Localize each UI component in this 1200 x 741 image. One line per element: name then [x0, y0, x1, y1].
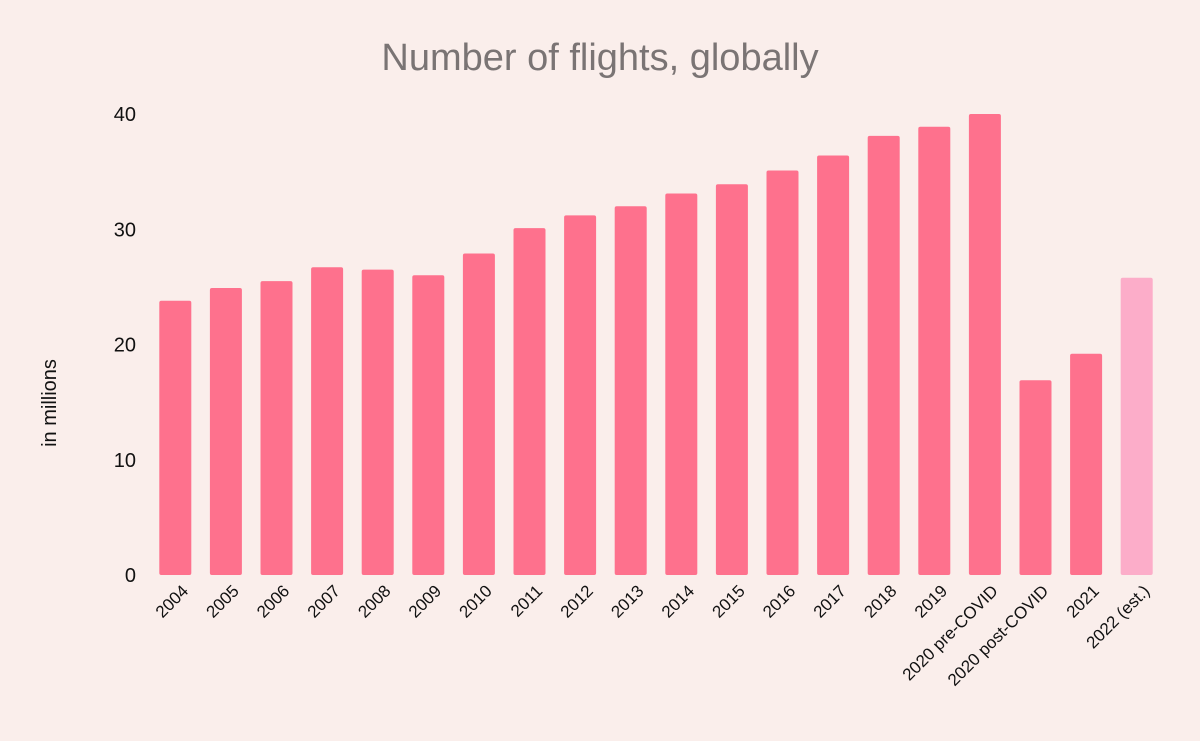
bar-2018	[867, 135, 900, 575]
bar-2008	[361, 269, 394, 575]
bar-2017	[817, 155, 850, 575]
bar-2019	[918, 126, 951, 575]
bar-2005	[209, 288, 242, 575]
bar-2004	[159, 300, 192, 575]
bar-2021	[1070, 353, 1103, 575]
x-tick-label: 2009	[405, 581, 445, 621]
x-tick-label: 2006	[253, 581, 293, 621]
x-tick-label: 2008	[354, 581, 394, 621]
y-tick-label: 20	[114, 335, 136, 357]
bar-2006	[260, 281, 293, 575]
chart-title: Number of flights, globally	[381, 37, 818, 79]
x-tick-label: 2014	[658, 581, 698, 621]
x-tick-label: 2010	[456, 581, 496, 621]
bar-2011	[513, 228, 546, 575]
bar-2007	[311, 267, 344, 575]
x-tick-label: 2021	[1063, 581, 1103, 621]
bar-2012	[564, 215, 597, 575]
bar-2010	[462, 253, 495, 575]
x-tick-label: 2018	[860, 581, 900, 621]
x-tick-label: 2015	[709, 581, 749, 621]
x-tick-label: 2016	[759, 581, 799, 621]
x-tick-label: 2011	[507, 581, 546, 620]
y-tick-label: 40	[114, 104, 136, 126]
x-tick-label: 2012	[557, 581, 597, 621]
bars-group	[159, 114, 1153, 576]
bar-2015	[715, 184, 748, 576]
bar-2020-post-covid	[1019, 380, 1052, 575]
x-axis-ticks: 2004 2005 2006 2007 2008 2009 2010 2011 2012 2013…	[152, 581, 1154, 689]
x-tick-label: 2004	[152, 581, 192, 621]
y-tick-label: 30	[114, 219, 136, 241]
bar-2014	[665, 193, 698, 575]
bar-2016	[766, 170, 799, 575]
y-axis-ticks: 0 10 20 30 40	[114, 104, 136, 587]
x-tick-label: 2017	[810, 581, 850, 621]
x-tick-label: 2019	[911, 581, 951, 621]
y-axis-label: in millions	[39, 359, 61, 447]
x-tick-label: 2007	[304, 581, 344, 621]
bar-2009	[412, 275, 445, 575]
y-tick-label: 10	[114, 450, 136, 472]
x-tick-label: 2005	[203, 581, 243, 621]
bar-2020-pre-covid	[968, 114, 1001, 575]
y-tick-label: 0	[125, 565, 136, 587]
bar-2022-est	[1120, 277, 1153, 575]
bar-2013	[614, 206, 647, 575]
x-tick-label: 2013	[607, 581, 647, 621]
